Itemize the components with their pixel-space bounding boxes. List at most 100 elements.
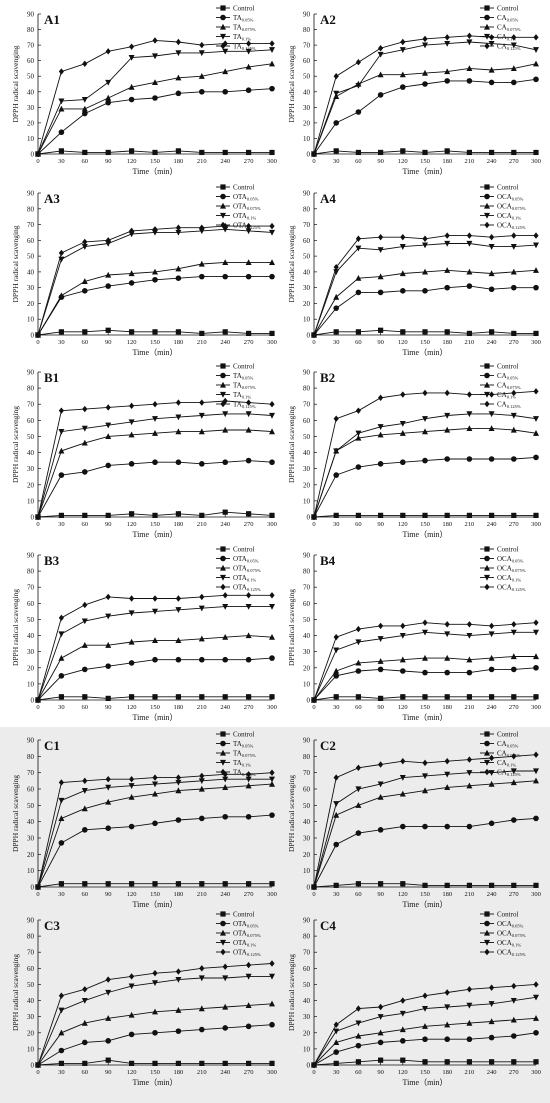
y-tick-label: 10 bbox=[27, 680, 35, 688]
data-point bbox=[311, 696, 317, 704]
data-point bbox=[82, 469, 88, 475]
data-point bbox=[58, 840, 65, 846]
legend-marker bbox=[484, 184, 490, 190]
y-tick-label: 60 bbox=[27, 237, 35, 245]
data-point bbox=[222, 1003, 229, 1010]
data-point bbox=[198, 50, 205, 57]
x-tick-label: 90 bbox=[377, 521, 384, 528]
legend-label: OTA0.075% bbox=[233, 565, 261, 574]
data-point bbox=[533, 1059, 539, 1065]
data-point bbox=[128, 1031, 135, 1038]
data-point bbox=[105, 149, 111, 156]
data-point bbox=[128, 823, 135, 830]
data-point bbox=[152, 980, 158, 987]
data-point bbox=[444, 1004, 451, 1011]
data-point bbox=[399, 420, 406, 427]
data-point bbox=[333, 667, 340, 674]
data-point bbox=[466, 656, 473, 663]
data-point bbox=[82, 405, 88, 413]
series-ta0-05- bbox=[35, 85, 275, 157]
data-point bbox=[175, 50, 182, 57]
data-point bbox=[311, 150, 317, 158]
y-tick-label: 50 bbox=[27, 73, 35, 81]
data-point bbox=[333, 633, 339, 641]
x-tick-label: 150 bbox=[150, 339, 160, 346]
data-point bbox=[222, 273, 228, 280]
data-point bbox=[128, 660, 135, 666]
legend-marker bbox=[484, 749, 490, 756]
data-point bbox=[152, 459, 158, 466]
y-tick-label: 10 bbox=[27, 316, 35, 324]
data-point bbox=[105, 462, 111, 469]
data-point bbox=[245, 273, 252, 280]
data-point bbox=[245, 411, 252, 418]
data-point bbox=[533, 242, 539, 249]
x-tick-label: 150 bbox=[150, 1069, 160, 1076]
data-point bbox=[58, 881, 64, 887]
data-point bbox=[222, 813, 228, 820]
data-point bbox=[355, 668, 362, 674]
y-tick-label: 20 bbox=[303, 300, 311, 308]
data-point bbox=[128, 638, 135, 645]
data-point bbox=[510, 65, 517, 72]
data-point bbox=[399, 430, 406, 436]
data-point bbox=[377, 781, 384, 788]
legend-label: OCA0.125% bbox=[497, 222, 526, 231]
data-point bbox=[269, 412, 275, 419]
data-point bbox=[355, 881, 361, 887]
legend-marker bbox=[484, 193, 490, 200]
data-point bbox=[82, 512, 88, 518]
y-tick-label: 20 bbox=[27, 119, 35, 127]
data-point bbox=[175, 428, 182, 435]
y-tick-label: 60 bbox=[303, 417, 311, 425]
data-point bbox=[152, 512, 158, 518]
x-tick-label: 30 bbox=[333, 521, 340, 528]
x-tick-label: 270 bbox=[244, 891, 254, 898]
data-point bbox=[82, 694, 88, 700]
y-tick-label: 10 bbox=[303, 867, 311, 875]
x-tick-label: 180 bbox=[174, 704, 184, 711]
data-point bbox=[128, 793, 135, 800]
data-point bbox=[377, 793, 384, 800]
series-line bbox=[313, 41, 537, 155]
y-tick-label: 60 bbox=[27, 786, 35, 794]
data-point bbox=[81, 642, 88, 648]
data-point bbox=[269, 85, 275, 92]
legend-marker bbox=[220, 768, 226, 776]
data-point bbox=[444, 512, 450, 518]
data-point bbox=[355, 235, 361, 242]
data-point bbox=[175, 224, 181, 231]
y-tick-label: 80 bbox=[27, 205, 35, 213]
data-point bbox=[128, 461, 135, 467]
series-ta0-1- bbox=[35, 47, 275, 158]
x-tick-label: 180 bbox=[174, 1069, 184, 1076]
data-point bbox=[269, 960, 275, 967]
data-point bbox=[422, 1036, 428, 1043]
data-point bbox=[222, 88, 228, 95]
data-point bbox=[378, 622, 384, 630]
data-point bbox=[198, 635, 205, 642]
legend-label: CA0.075% bbox=[497, 750, 521, 759]
data-point bbox=[129, 694, 135, 700]
x-axis-label: Time（min） bbox=[132, 900, 177, 909]
data-point bbox=[488, 666, 495, 673]
data-point bbox=[82, 827, 88, 833]
y-tick-label: 40 bbox=[303, 449, 311, 457]
y-tick-label: 10 bbox=[27, 867, 35, 875]
legend-marker bbox=[484, 768, 490, 776]
data-point bbox=[152, 1060, 158, 1066]
legend-marker bbox=[220, 948, 226, 956]
legend-marker bbox=[484, 731, 490, 737]
y-tick-label: 70 bbox=[303, 584, 311, 592]
chart-panel-b3: 0 10 20 30 40 50 60 70 80 90 0 30 60 90 120 150 180 210 24… bbox=[11, 546, 277, 723]
legend-marker bbox=[220, 391, 226, 398]
data-point bbox=[444, 631, 451, 638]
y-tick-label: 90 bbox=[303, 552, 311, 560]
data-point bbox=[152, 329, 158, 335]
data-point bbox=[129, 881, 135, 887]
data-point bbox=[533, 694, 539, 700]
legend-label: OCA0.075% bbox=[497, 565, 526, 574]
data-point bbox=[466, 632, 473, 639]
data-point bbox=[58, 1007, 65, 1014]
